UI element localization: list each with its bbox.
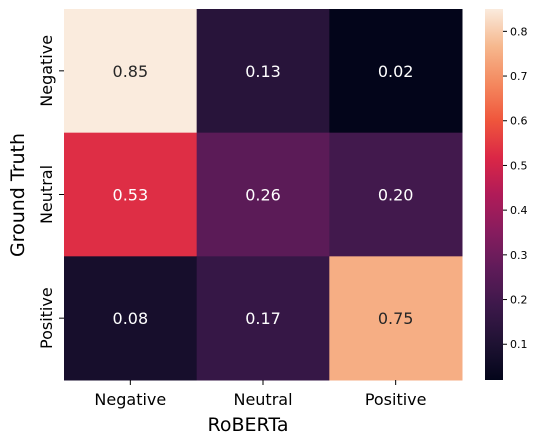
colorbar-tick-label: 0.2 — [510, 294, 528, 307]
colorbar-tick-label: 0.3 — [510, 249, 528, 262]
y-axis-ticks: Negative Neutral Positive — [37, 35, 64, 349]
x-axis-title: RoBERTa — [208, 414, 289, 436]
heatmap-cell-labels: 0.85 0.13 0.02 0.53 0.26 0.20 0.08 0.17 0.75 — [113, 62, 414, 328]
y-tick-label: Neutral — [37, 165, 56, 224]
y-tick-label: Negative — [37, 35, 56, 107]
heatmap-cell-value: 0.53 — [113, 186, 149, 205]
heatmap-cell-value: 0.02 — [378, 62, 414, 81]
heatmap-cell — [329, 132, 463, 257]
y-axis-title: Ground Truth — [7, 133, 29, 257]
heatmap-cell — [64, 9, 198, 134]
colorbar-tick-label: 0.1 — [510, 338, 528, 351]
x-axis-ticks: Negative Neutral Positive — [94, 380, 427, 409]
colorbar-tick-label: 0.7 — [510, 70, 528, 83]
x-tick-label: Positive — [365, 390, 427, 409]
heatmap-cell — [329, 9, 463, 134]
heatmap-cells — [64, 9, 463, 381]
colorbar-tick-label: 0.5 — [510, 159, 528, 172]
colorbar-tick-label: 0.6 — [510, 115, 528, 128]
heatmap-cell-value: 0.75 — [378, 309, 414, 328]
heatmap-cell — [329, 256, 463, 381]
y-tick-label: Positive — [37, 287, 56, 349]
colorbar-tick-label: 0.4 — [510, 204, 528, 217]
heatmap-cell-value: 0.08 — [113, 309, 149, 328]
heatmap-cell-value: 0.85 — [113, 62, 149, 81]
heatmap-cell-value: 0.17 — [245, 309, 281, 328]
heatmap-cell-value: 0.13 — [245, 62, 281, 81]
colorbar-tick-label: 0.8 — [510, 25, 528, 38]
heatmap-cell — [196, 256, 330, 381]
x-tick-label: Negative — [94, 390, 166, 409]
heatmap-cell — [196, 132, 330, 257]
heatmap-cell — [64, 132, 198, 257]
x-tick-label: Neutral — [233, 390, 292, 409]
heatmap-cell-value: 0.26 — [245, 186, 281, 205]
heatmap-cell — [64, 256, 198, 381]
heatmap-cell-value: 0.20 — [378, 186, 414, 205]
colorbar-ticks: 0.1 0.2 0.3 0.4 0.5 0.6 0.7 0.8 — [503, 25, 528, 351]
colorbar — [485, 9, 503, 380]
heatmap-cell — [196, 9, 330, 134]
